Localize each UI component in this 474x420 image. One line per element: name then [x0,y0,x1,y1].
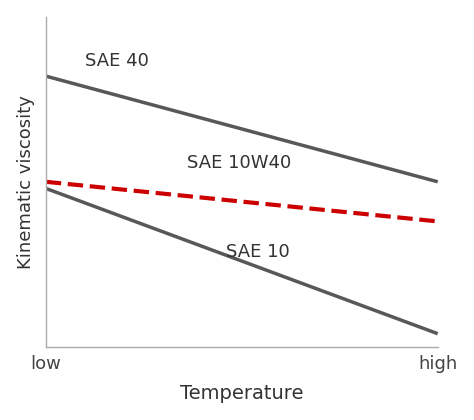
X-axis label: Temperature: Temperature [180,384,303,403]
Text: SAE 10W40: SAE 10W40 [187,154,291,172]
Y-axis label: Kinematic viscosity: Kinematic viscosity [17,95,35,269]
Text: SAE 10: SAE 10 [226,243,290,261]
Text: SAE 40: SAE 40 [85,52,149,69]
